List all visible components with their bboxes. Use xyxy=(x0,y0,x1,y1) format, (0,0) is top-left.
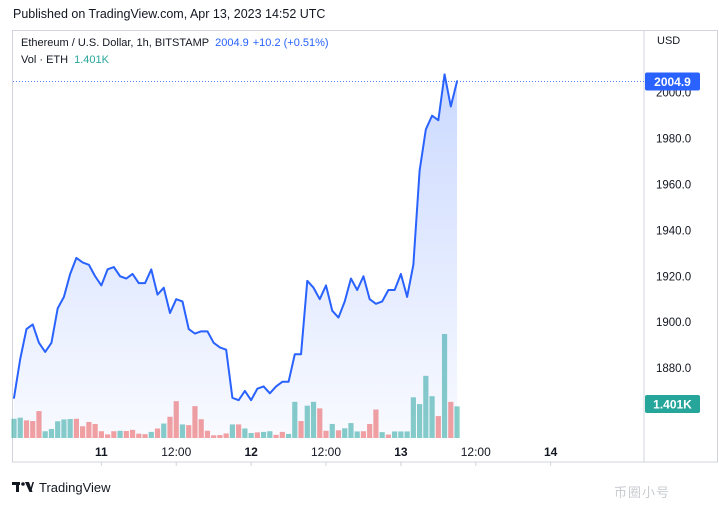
symbol-title: Ethereum / U.S. Dollar, 1h, BITSTAMP xyxy=(21,37,210,49)
last-price: 2004.9 xyxy=(215,37,249,49)
y-tick-label: 1880.0 xyxy=(656,363,691,375)
x-tick-label: 13 xyxy=(394,445,408,459)
x-tick-label: 12:00 xyxy=(161,445,191,459)
x-axis: 11 12:00 12 12:00 13 12:00 14 xyxy=(95,445,558,466)
y-tick-label: 1900.0 xyxy=(656,317,691,329)
watermark: 币圈小号 xyxy=(614,485,671,500)
tradingview-logo-icon xyxy=(12,482,34,492)
y-tick-label: 1920.0 xyxy=(656,271,691,283)
price-area-fill xyxy=(14,74,458,438)
price-line xyxy=(13,73,644,402)
published-note: Published on TradingView.com, Apr 13, 20… xyxy=(13,7,326,21)
chart-frame[interactable] xyxy=(12,30,718,462)
y-tick-label: 2000.0 xyxy=(656,88,691,100)
price-line-path xyxy=(13,73,459,402)
volume-badge: 1.401K xyxy=(645,395,700,413)
chart-legend: Ethereum / U.S. Dollar, 1h, BITSTAMP 2004… xyxy=(21,35,329,69)
volume-value: 1.401K xyxy=(74,54,109,66)
x-tick-label: 12 xyxy=(244,445,258,459)
currency-label: USD xyxy=(657,35,681,47)
price-area xyxy=(14,74,458,438)
volume-badge-bg xyxy=(645,395,700,413)
x-tick-label: 12:00 xyxy=(311,445,341,459)
x-tick-label: 11 xyxy=(95,445,108,459)
volume-label: Vol · ETH xyxy=(21,54,69,66)
volume-bar xyxy=(11,418,17,438)
last-value-badges: 2004.9 1.401K xyxy=(645,72,700,413)
y-axis: 1880.0 1900.0 1920.0 1940.0 1960.0 1980.0 2000… xyxy=(656,88,691,375)
price-badge: 2004.9 xyxy=(645,72,700,91)
x-tick-label: 12:00 xyxy=(461,445,491,459)
x-tick-label: 14 xyxy=(544,445,558,459)
volume-badge-label: 1.401K xyxy=(653,398,692,412)
footer-brand[interactable]: TradingView xyxy=(12,479,111,495)
price-badge-bg xyxy=(645,72,700,91)
y-tick-label: 1980.0 xyxy=(656,134,691,146)
y-tick-label: 1960.0 xyxy=(656,179,691,191)
price-badge-label: 2004.9 xyxy=(654,75,691,89)
y-tick-label: 1940.0 xyxy=(656,225,691,237)
footer-brand-label: TradingView xyxy=(39,479,111,495)
price-change: +10.2 (+0.51%) xyxy=(252,37,329,49)
